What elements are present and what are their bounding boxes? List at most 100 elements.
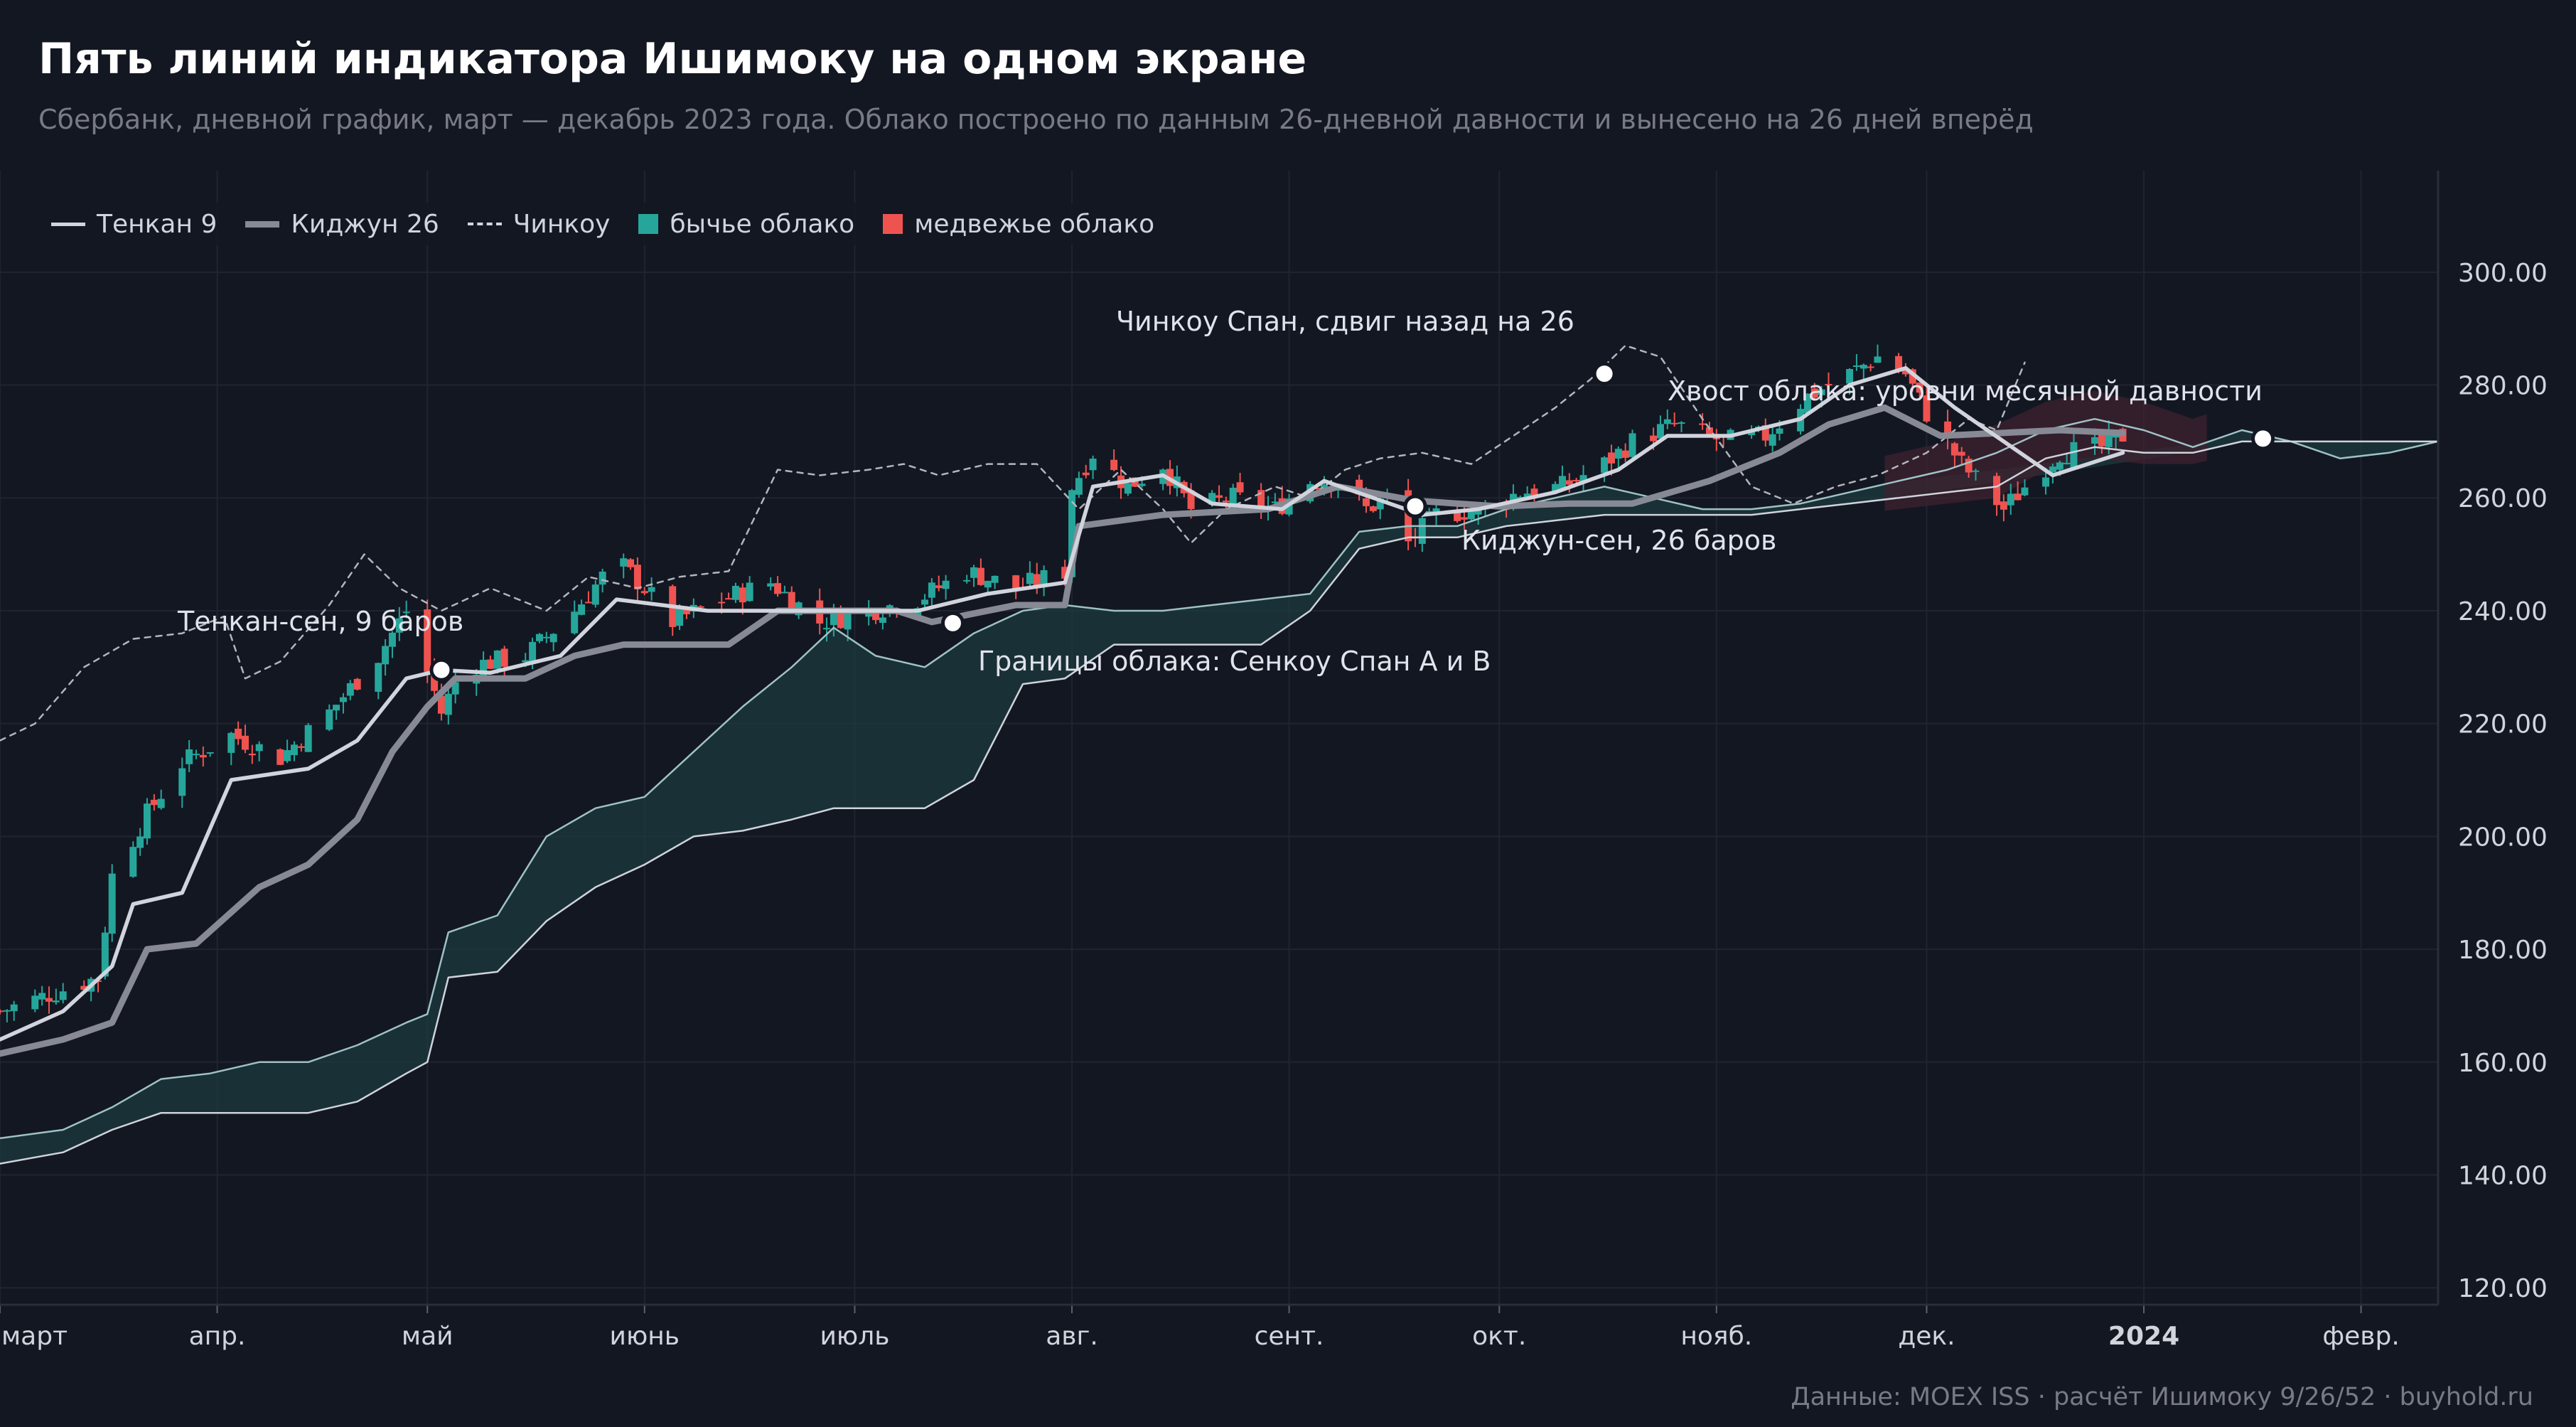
candle-bull — [1852, 365, 1860, 368]
candle-bear — [1810, 388, 1818, 398]
candle-bear — [1460, 517, 1468, 520]
legend-item-tenkan: Тенкан 9 — [51, 210, 217, 239]
candle-bull — [480, 659, 488, 679]
candle-bull — [2091, 437, 2099, 444]
candle-bull — [1418, 518, 1426, 544]
candle-bull — [1026, 572, 1034, 584]
candle-bear — [935, 585, 943, 589]
grid-lines — [0, 171, 2438, 1305]
candle-bull — [879, 617, 886, 623]
legend-item-kijun: Киджун 26 — [245, 210, 439, 239]
candle-bear — [627, 559, 635, 567]
candle-bear — [837, 613, 844, 629]
candle-bear — [1621, 450, 1629, 458]
candle-bear — [235, 728, 242, 739]
candle-bear — [241, 735, 249, 750]
candle-bull — [1803, 393, 1811, 413]
senkou-span-b-line — [0, 440, 2440, 1165]
annotation-markers — [429, 362, 2275, 682]
candle-bear — [718, 602, 726, 604]
candle-bear — [500, 648, 508, 667]
chart-subtitle: Сбербанк, дневной график, март — декабрь… — [38, 104, 2034, 135]
candle-bull — [830, 611, 837, 626]
y-tick-label: 180.00 — [2458, 936, 2548, 965]
candle-bear — [2000, 501, 2007, 510]
candle-bull — [928, 582, 935, 598]
candle-bear — [1895, 356, 1903, 372]
candle-bull — [984, 580, 992, 588]
candle-bear — [1187, 490, 1195, 509]
candle-bear — [1965, 459, 1973, 473]
legend-label-tenkan: Тенкан 9 — [97, 209, 218, 239]
candle-bull — [1040, 570, 1048, 587]
candle-bear — [1565, 480, 1573, 485]
candle-bear — [788, 592, 795, 611]
x-tick-label: 2024 — [2108, 1322, 2179, 1351]
candle-bull — [1138, 483, 1146, 486]
y-tick-label: 160.00 — [2458, 1049, 2548, 1078]
x-tick-label: февр. — [2322, 1322, 2399, 1351]
chart-title: Пять линий индикатора Ишимоку на одном э… — [38, 34, 1307, 84]
candle-bull — [493, 650, 501, 669]
candle-bear — [774, 583, 782, 594]
annotation-cloud: Границы облака: Сенкоу Спан A и B — [978, 646, 1491, 677]
candle-bull — [1068, 490, 1076, 577]
legend-label-bear-cloud: медвежье облако — [914, 209, 1155, 239]
candle-bull — [227, 732, 235, 753]
candle-bull — [1467, 511, 1475, 520]
candle-bear — [0, 1010, 4, 1012]
x-tick-label: март — [1, 1322, 68, 1351]
candle-bull — [1075, 478, 1083, 495]
legend-item-bear-cloud: медвежье облако — [883, 210, 1154, 239]
chikou-swatch — [467, 223, 502, 225]
candle-bull — [1425, 511, 1433, 513]
annotation-marker-chikou — [1592, 362, 1616, 386]
legend-label-bull-cloud: бычье облако — [670, 209, 855, 239]
candle-bear — [1313, 488, 1321, 490]
candle-bull — [1874, 356, 1882, 363]
candle-bull — [186, 749, 193, 764]
candle-bull — [731, 585, 739, 600]
candle-bull — [1229, 487, 1237, 508]
candle-bull — [2070, 442, 2078, 469]
bear-cloud-fill — [1884, 390, 2207, 511]
candle-bull — [1818, 389, 1825, 395]
candle-bull — [2049, 466, 2056, 473]
candle-bull — [991, 575, 999, 583]
candle-bear — [739, 587, 746, 603]
candle-bull — [206, 752, 214, 754]
candle-bear — [1236, 482, 1244, 493]
candle-bull — [648, 587, 655, 592]
candle-bull — [2063, 462, 2071, 464]
candle-bull — [1972, 470, 1980, 472]
candle-bull — [1271, 501, 1279, 503]
annotation-marker-tail — [2251, 427, 2275, 451]
candle-bear — [1923, 395, 1931, 422]
candle-bear — [248, 753, 256, 756]
candle-bear — [584, 602, 592, 604]
candle-bull — [529, 641, 537, 664]
candle-bear — [1530, 488, 1538, 497]
candle-bull — [284, 750, 291, 761]
candle-bull — [844, 612, 852, 630]
candle-bull — [255, 744, 263, 752]
candle-bull — [1558, 476, 1566, 489]
candle-bull — [549, 634, 557, 643]
legend-item-chikou: Чинкоу — [467, 209, 611, 239]
candle-bear — [1825, 383, 1832, 386]
candle-bear — [424, 609, 431, 672]
y-tick-label: 120.00 — [2458, 1274, 2548, 1303]
x-tick-label: окт. — [1472, 1322, 1526, 1351]
x-tick-label: июль — [820, 1322, 890, 1351]
legend-label-chikou: Чинкоу — [512, 209, 611, 239]
candle-bull — [1124, 483, 1132, 494]
candle-bull — [108, 873, 116, 934]
candle-bull — [542, 636, 550, 638]
candle-bear — [2098, 433, 2105, 447]
candle-bull — [599, 571, 606, 585]
candle-bull — [1769, 434, 1776, 446]
y-tick-label: 260.00 — [2458, 484, 2548, 513]
legend-label-kijun: Киджун 26 — [291, 209, 439, 239]
candle-bull — [2007, 493, 2014, 506]
